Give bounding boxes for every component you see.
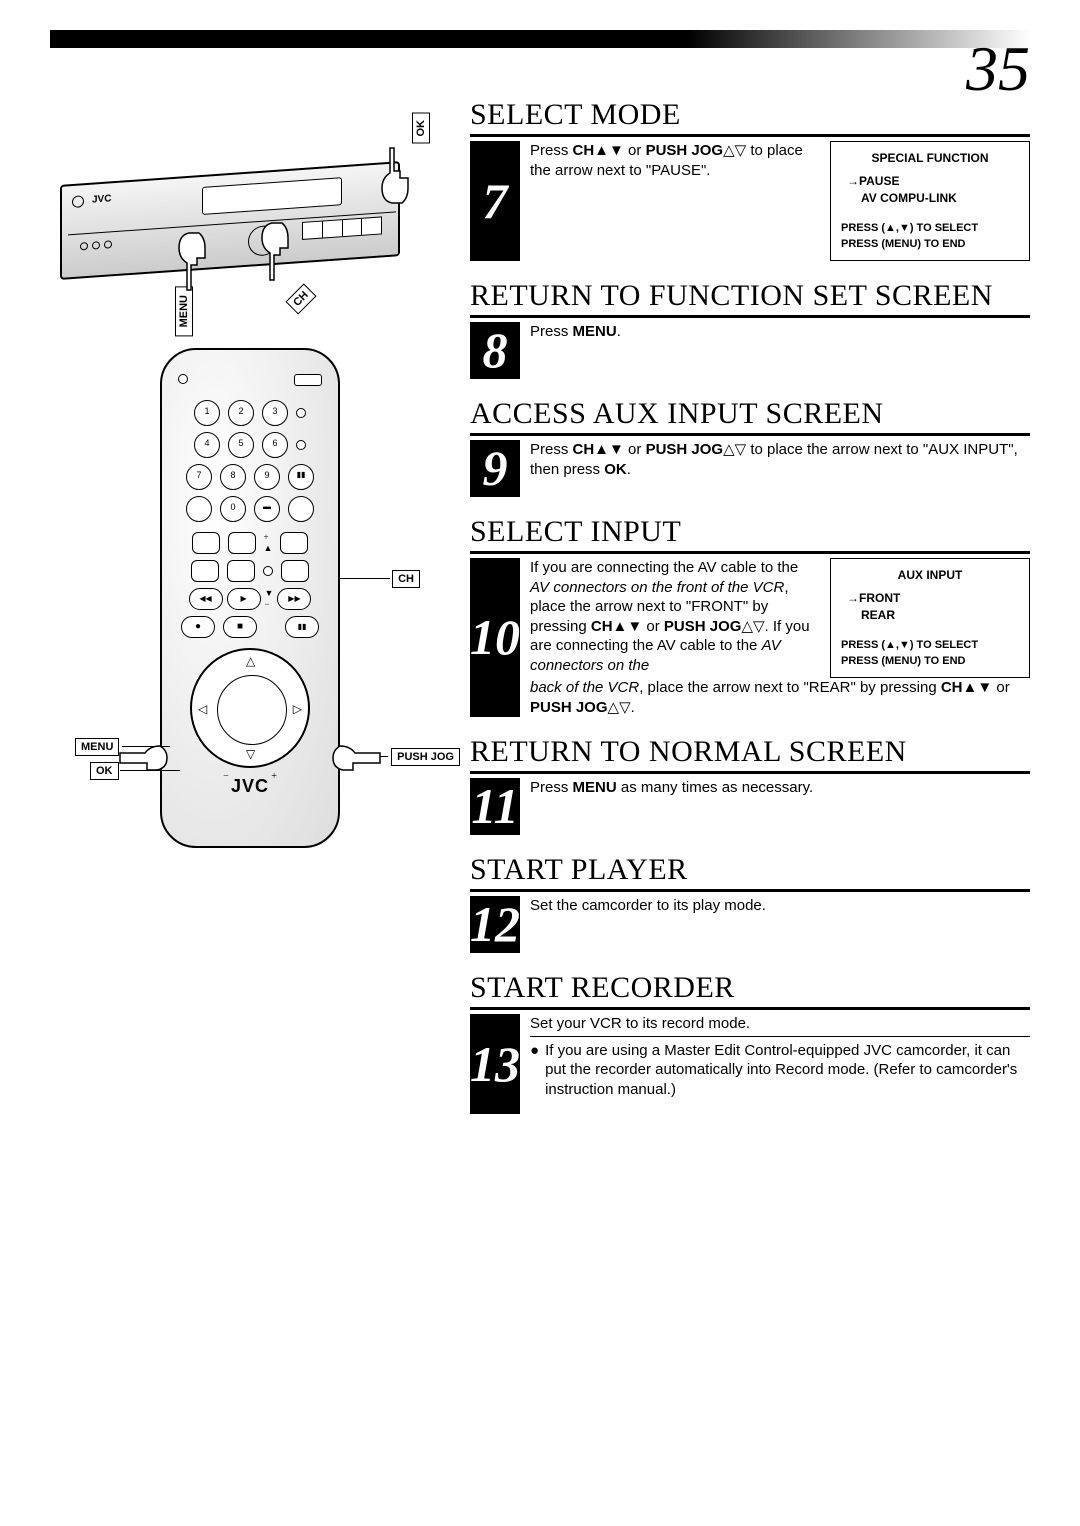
step-title: ACCESS AUX INPUT SCREEN <box>470 397 1030 436</box>
ok-label: OK <box>412 113 430 144</box>
vcr-brand: JVC <box>92 193 111 205</box>
hand-icon <box>115 728 170 783</box>
hand-icon <box>330 728 385 783</box>
remote-button <box>186 496 212 522</box>
step-13: START RECORDER 13 Set your VCR to its re… <box>470 971 1030 1114</box>
remote-button: ▮▮ <box>288 464 314 490</box>
step-text: Set the camcorder to its play mode. <box>530 896 1030 916</box>
remote-button <box>263 566 273 576</box>
vcr-illustration: JVC <box>50 118 430 318</box>
remote-button: ■ <box>223 616 257 638</box>
step-number: 11 <box>470 778 520 835</box>
remote-button: ▶▶ <box>277 588 311 610</box>
num-button: 6 <box>262 432 288 458</box>
num-button: 4 <box>194 432 220 458</box>
num-button: 8 <box>220 464 246 490</box>
step-text: Press MENU. <box>530 322 1030 342</box>
step-title: START PLAYER <box>470 853 1030 892</box>
step-number: 13 <box>470 1014 520 1114</box>
jog-wheel: △ ▽ ◁ ▷ − + <box>190 648 310 768</box>
remote-button <box>227 560 255 582</box>
step-text: Press CH▲▼ or PUSH JOG△▽ to place the ar… <box>530 141 818 180</box>
remote-body: 123 456 789▮▮ 0▬ +▲ ◀◀▶▼−▶▶ ●■▮▮ △ ▽ ◁ <box>160 348 340 848</box>
remote-button: ◀◀ <box>189 588 223 610</box>
main-layout: JVC <box>50 98 1030 1132</box>
remote-button: ● <box>181 616 215 638</box>
step-text: Press CH▲▼ or PUSH JOG△▽ to place the ar… <box>530 440 1030 479</box>
step-title: RETURN TO NORMAL SCREEN <box>470 735 1030 774</box>
remote-button <box>191 560 219 582</box>
remote-button <box>294 374 322 386</box>
step-8: RETURN TO FUNCTION SET SCREEN 8 Press ME… <box>470 279 1030 379</box>
ch-label-vcr: CH <box>285 283 316 314</box>
push-jog-label: PUSH JOG <box>391 748 460 766</box>
remote-button <box>296 440 306 450</box>
step-number: 9 <box>470 440 520 497</box>
step-title: START RECORDER <box>470 971 1030 1010</box>
remote-button <box>288 496 314 522</box>
num-button: 9 <box>254 464 280 490</box>
step-number: 10 <box>470 558 520 717</box>
osd-special-function: SPECIAL FUNCTION →PAUSE AV COMPU-LINK PR… <box>830 141 1030 261</box>
page-number: 35 <box>966 32 1030 106</box>
step-9: ACCESS AUX INPUT SCREEN 9 Press CH▲▼ or … <box>470 397 1030 497</box>
menu-label-remote: MENU <box>75 738 119 756</box>
hand-icon <box>248 218 293 288</box>
remote-button: ▶ <box>227 588 261 610</box>
step-text: Set your VCR to its record mode. ● If yo… <box>530 1014 1030 1099</box>
remote-illustration: 123 456 789▮▮ 0▬ +▲ ◀◀▶▼−▶▶ ●■▮▮ △ ▽ ◁ <box>130 348 370 888</box>
hand-icon <box>165 228 210 298</box>
remote-button <box>281 560 309 582</box>
step-text: Press MENU as many times as necessary. <box>530 778 1030 798</box>
remote-button <box>178 374 188 384</box>
remote-button: ▬ <box>254 496 280 522</box>
hand-icon <box>370 143 415 208</box>
step-title: SELECT MODE <box>470 98 1030 137</box>
num-button: 1 <box>194 400 220 426</box>
num-button: 5 <box>228 432 254 458</box>
remote-button <box>296 408 306 418</box>
step-title: RETURN TO FUNCTION SET SCREEN <box>470 279 1030 318</box>
num-button: 0 <box>220 496 246 522</box>
remote-button: ▮▮ <box>285 616 319 638</box>
vcr-tape-slot <box>202 177 342 215</box>
num-button: 2 <box>228 400 254 426</box>
illustration-column: JVC <box>50 98 470 1132</box>
step-number: 12 <box>470 896 520 953</box>
step-number: 8 <box>470 322 520 379</box>
header-gradient-bar <box>50 30 1030 48</box>
remote-button <box>228 532 256 554</box>
ch-label-remote: CH <box>392 570 420 588</box>
num-button: 3 <box>262 400 288 426</box>
step-text: If you are connecting the AV cable to th… <box>530 558 818 675</box>
osd-aux-input: AUX INPUT →FRONT REAR PRESS (▲,▼) TO SEL… <box>830 558 1030 678</box>
step-title: SELECT INPUT <box>470 515 1030 554</box>
steps-column: SELECT MODE 7 Press CH▲▼ or PUSH JOG△▽ t… <box>470 98 1030 1132</box>
step-11: RETURN TO NORMAL SCREEN 11 Press MENU as… <box>470 735 1030 835</box>
step-7: SELECT MODE 7 Press CH▲▼ or PUSH JOG△▽ t… <box>470 98 1030 261</box>
remote-button <box>192 532 220 554</box>
step-10: SELECT INPUT 10 If you are connecting th… <box>470 515 1030 717</box>
step-12: START PLAYER 12 Set the camcorder to its… <box>470 853 1030 953</box>
remote-button <box>280 532 308 554</box>
step-number: 7 <box>470 141 520 261</box>
num-button: 7 <box>186 464 212 490</box>
vcr-body: JVC <box>60 161 400 280</box>
step-text: back of the VCR, place the arrow next to… <box>530 678 1030 717</box>
